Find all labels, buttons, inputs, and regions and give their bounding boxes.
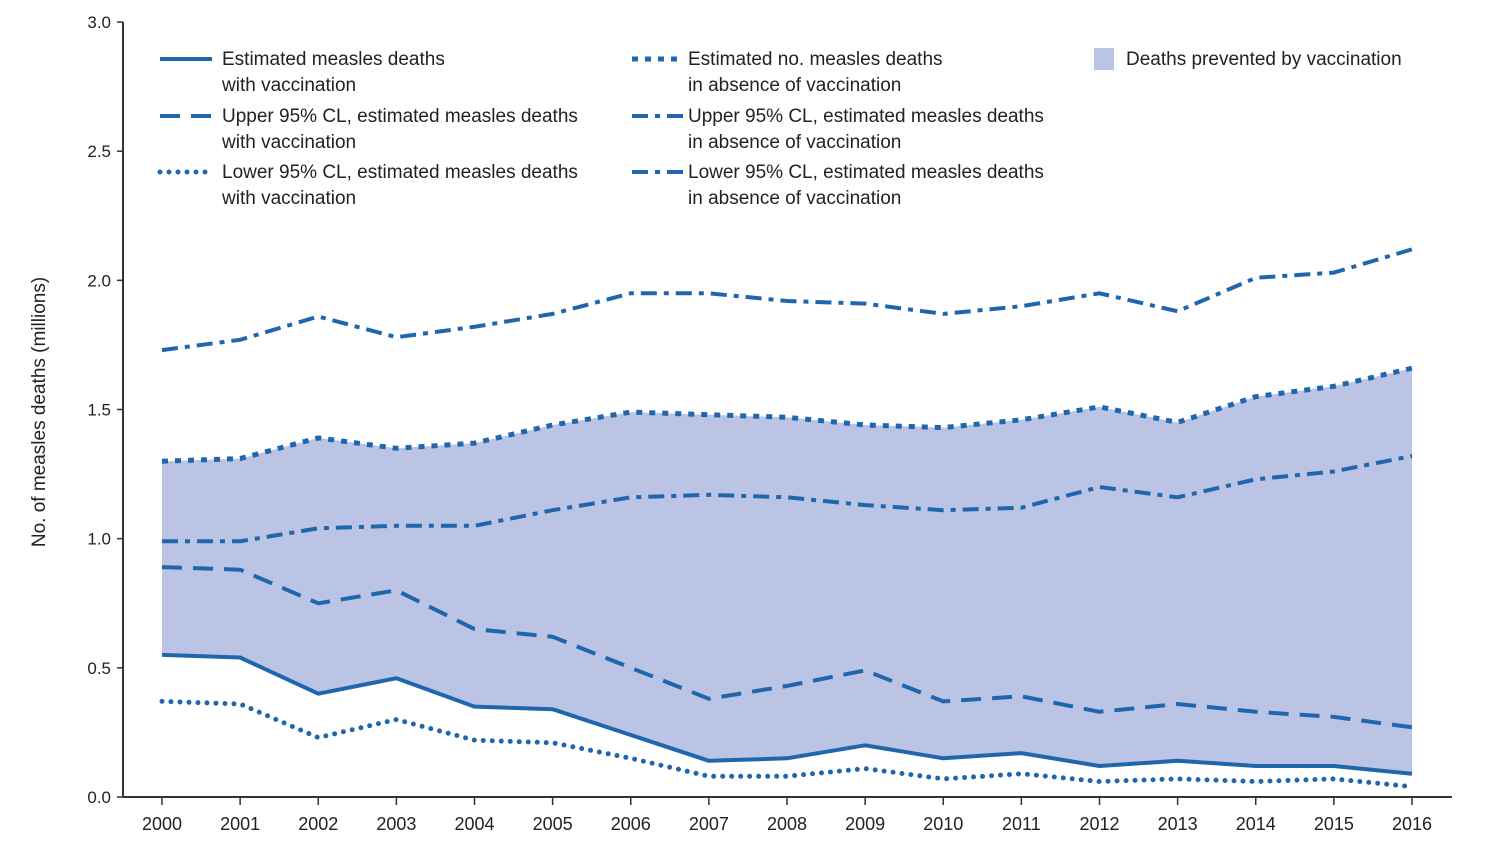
legend-label-with_vacc_upper: Upper 95% CL, estimated measles deaths <box>222 106 578 127</box>
legend-label-no_vacc: in absence of vaccination <box>688 75 901 96</box>
y-tick-label: 1.5 <box>87 401 111 420</box>
x-tick-label: 2007 <box>689 814 729 834</box>
y-axis-label: No. of measles deaths (millions) <box>29 277 50 547</box>
y-tick-label: 3.0 <box>87 13 111 32</box>
series-line-no_vacc_upper <box>161 247 1413 353</box>
legend-label-with_vacc: with vaccination <box>221 75 356 96</box>
y-tick-label: 0.5 <box>87 659 111 678</box>
x-tick-label: 2014 <box>1236 814 1276 834</box>
y-tick-label: 0.0 <box>87 788 111 807</box>
x-tick-label: 2015 <box>1314 814 1354 834</box>
x-tick-label: 2001 <box>220 814 260 834</box>
x-tick-label: 2005 <box>533 814 573 834</box>
legend-label-no_vacc_lower: in absence of vaccination <box>688 188 901 209</box>
x-tick-label: 2004 <box>454 814 494 834</box>
legend-label-no_vacc_upper: in absence of vaccination <box>688 132 901 153</box>
legend-label-no_vacc_lower: Lower 95% CL, estimated measles deaths <box>688 162 1044 183</box>
y-tick-label: 2.0 <box>87 271 111 290</box>
x-tick-label: 2016 <box>1392 814 1432 834</box>
x-tick-label: 2011 <box>1002 814 1041 834</box>
legend-label-no_vacc_upper: Upper 95% CL, estimated measles deaths <box>688 106 1044 127</box>
x-tick-label: 2008 <box>767 814 807 834</box>
x-tick-label: 2003 <box>376 814 416 834</box>
legend-label-with_vacc_upper: with vaccination <box>221 132 356 153</box>
legend-label-with_vacc_lower: with vaccination <box>221 188 356 209</box>
x-tick-label: 2009 <box>845 814 885 834</box>
legend-label-no_vacc: Estimated no. measles deaths <box>688 49 943 70</box>
series-line-no_vacc_lower <box>162 454 1413 544</box>
legend-label-with_vacc_lower: Lower 95% CL, estimated measles deaths <box>222 162 578 183</box>
x-tick-label: 2000 <box>142 814 182 834</box>
legend-swatch-area <box>1094 48 1114 70</box>
series-line-with_vacc_lower <box>159 698 1415 790</box>
x-tick-label: 2012 <box>1079 814 1119 834</box>
area-deaths-prevented <box>162 368 1412 774</box>
y-tick-label: 1.0 <box>87 530 111 549</box>
series-line-with_vacc <box>161 652 1413 776</box>
y-tick-label: 2.5 <box>87 142 111 161</box>
series-line-no_vacc <box>161 365 1413 464</box>
x-tick-label: 2002 <box>298 814 338 834</box>
series-line-with_vacc_upper <box>161 565 1413 730</box>
legend-label-area: Deaths prevented by vaccination <box>1126 49 1402 70</box>
x-tick-label: 2006 <box>611 814 651 834</box>
x-tick-label: 2013 <box>1158 814 1198 834</box>
x-tick-label: 2010 <box>923 814 963 834</box>
legend-label-with_vacc: Estimated measles deaths <box>222 49 445 70</box>
